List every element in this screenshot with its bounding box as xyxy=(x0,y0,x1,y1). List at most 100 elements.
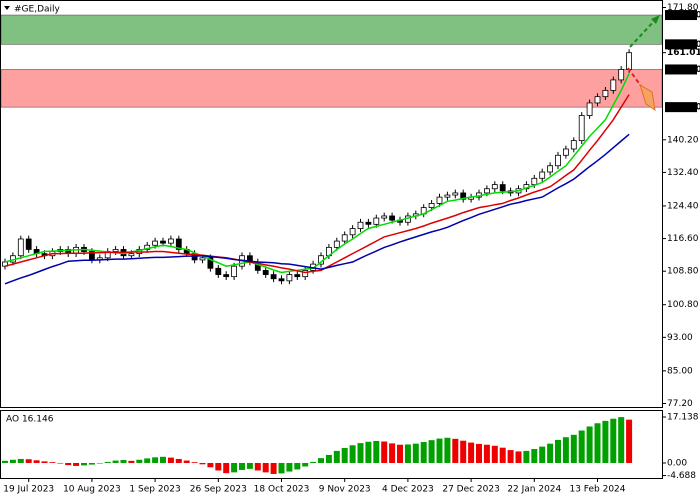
candle-body xyxy=(626,52,632,70)
ao-bar xyxy=(594,423,601,463)
candle-body xyxy=(357,221,364,229)
ao-bar xyxy=(254,462,261,471)
ao-bar xyxy=(310,461,317,463)
ao-bar xyxy=(17,458,24,463)
candle-body xyxy=(586,102,593,116)
x-tick-label: 18 Oct 2023 xyxy=(254,485,310,495)
candle-body xyxy=(452,192,459,196)
candle-body xyxy=(231,265,238,278)
ao-bar xyxy=(128,460,135,463)
ao-bar xyxy=(381,441,388,463)
ao-bar xyxy=(373,440,380,463)
level-label: 148.00 xyxy=(667,103,700,113)
candle-body xyxy=(491,184,498,190)
candle-body xyxy=(539,171,546,179)
y-tick-label: 85.00 xyxy=(667,366,693,376)
ao-bar xyxy=(397,444,403,463)
x-tick-label: 27 Dec 2023 xyxy=(442,485,500,495)
y-tick-label: 132.40 xyxy=(667,168,699,178)
ao-bar xyxy=(65,462,72,466)
ao-bar xyxy=(444,437,451,463)
ao-bar xyxy=(507,450,514,463)
x-tick-label: 4 Dec 2023 xyxy=(382,485,434,495)
ao-bar xyxy=(468,442,475,463)
ao-bar xyxy=(357,443,364,463)
moving-average xyxy=(4,94,630,274)
ao-bar xyxy=(167,457,174,463)
ao-bar xyxy=(246,462,253,469)
candle-body xyxy=(207,257,214,269)
x-tick-label: 1 Sep 2023 xyxy=(129,485,180,495)
candle-body xyxy=(563,148,569,156)
chart-title: #GE,Daily xyxy=(14,5,61,15)
ao-bar xyxy=(318,458,324,463)
ao-bar xyxy=(41,461,48,463)
last-price-label: 161.01 xyxy=(667,48,700,58)
ao-bar xyxy=(262,462,269,473)
level-box xyxy=(665,10,697,21)
ao-bar xyxy=(476,443,482,463)
ao-bar xyxy=(349,445,356,463)
candle-body xyxy=(270,274,277,280)
ao-bar xyxy=(136,459,143,463)
candle-body xyxy=(199,257,206,261)
ao-frame xyxy=(0,410,663,479)
ao-panel: 17.138 0.00 -4.688 xyxy=(2,412,699,481)
ao-bar xyxy=(57,462,64,464)
ao-bar xyxy=(483,444,490,463)
ao-bar xyxy=(231,462,238,473)
y-tick-label: 93.00 xyxy=(667,333,693,343)
level-label: 163.00 xyxy=(667,40,700,50)
ao-bar xyxy=(207,462,214,468)
ao-bar xyxy=(160,456,166,463)
ao-bar xyxy=(412,443,419,463)
candle-body xyxy=(17,238,24,257)
ao-bar xyxy=(278,462,285,474)
y-tick-label: 140.20 xyxy=(667,135,699,145)
ao-bar xyxy=(199,462,206,465)
candle-body xyxy=(444,194,451,198)
x-tick-label: 9 Nov 2023 xyxy=(319,485,371,495)
ao-bar xyxy=(81,462,87,466)
ao-bar xyxy=(333,450,340,463)
down-arrow-line xyxy=(627,67,647,94)
ao-bar xyxy=(420,442,427,463)
ao-bar xyxy=(626,419,633,463)
ao-bar xyxy=(33,460,40,463)
ao-bar xyxy=(602,420,609,463)
ao-bar xyxy=(2,460,8,463)
ao-bar xyxy=(436,438,443,463)
ao-bar xyxy=(555,439,561,463)
ao-bar xyxy=(618,417,625,463)
x-tick-label: 19 Jul 2023 xyxy=(3,485,54,495)
candle-body xyxy=(175,238,182,250)
menu-triangle[interactable] xyxy=(4,6,10,10)
ao-bar xyxy=(223,462,230,474)
candle-body xyxy=(618,69,625,81)
up-arrow-head xyxy=(651,15,660,24)
candle-body xyxy=(160,240,166,244)
price-panel: 171.80 140.20 132.40 124.40 116.60 108.80 100.… xyxy=(0,3,700,409)
forecast-arrows xyxy=(627,15,660,112)
level-box xyxy=(665,102,697,113)
x-tick-label: 22 Jan 2024 xyxy=(507,485,561,495)
ao-bar xyxy=(73,462,80,466)
y-tick-label: 0.00 xyxy=(667,458,687,468)
ao-bar xyxy=(144,458,151,463)
ao-bar xyxy=(404,444,411,463)
ao-bar xyxy=(610,418,617,463)
candle-body xyxy=(570,140,577,150)
zone xyxy=(0,14,663,45)
ao-bar xyxy=(25,459,32,463)
ao-bar xyxy=(570,434,577,463)
candle-body xyxy=(286,274,293,282)
level-label: 170.00 xyxy=(667,11,700,21)
candle-body xyxy=(152,240,159,246)
candle-body xyxy=(294,274,301,278)
candle-body xyxy=(531,177,538,185)
ao-bar xyxy=(547,443,554,463)
ao-bar xyxy=(389,443,396,463)
ao-bar xyxy=(578,430,585,463)
y-tick-label: 100.80 xyxy=(667,300,699,310)
ao-bar xyxy=(428,440,435,463)
